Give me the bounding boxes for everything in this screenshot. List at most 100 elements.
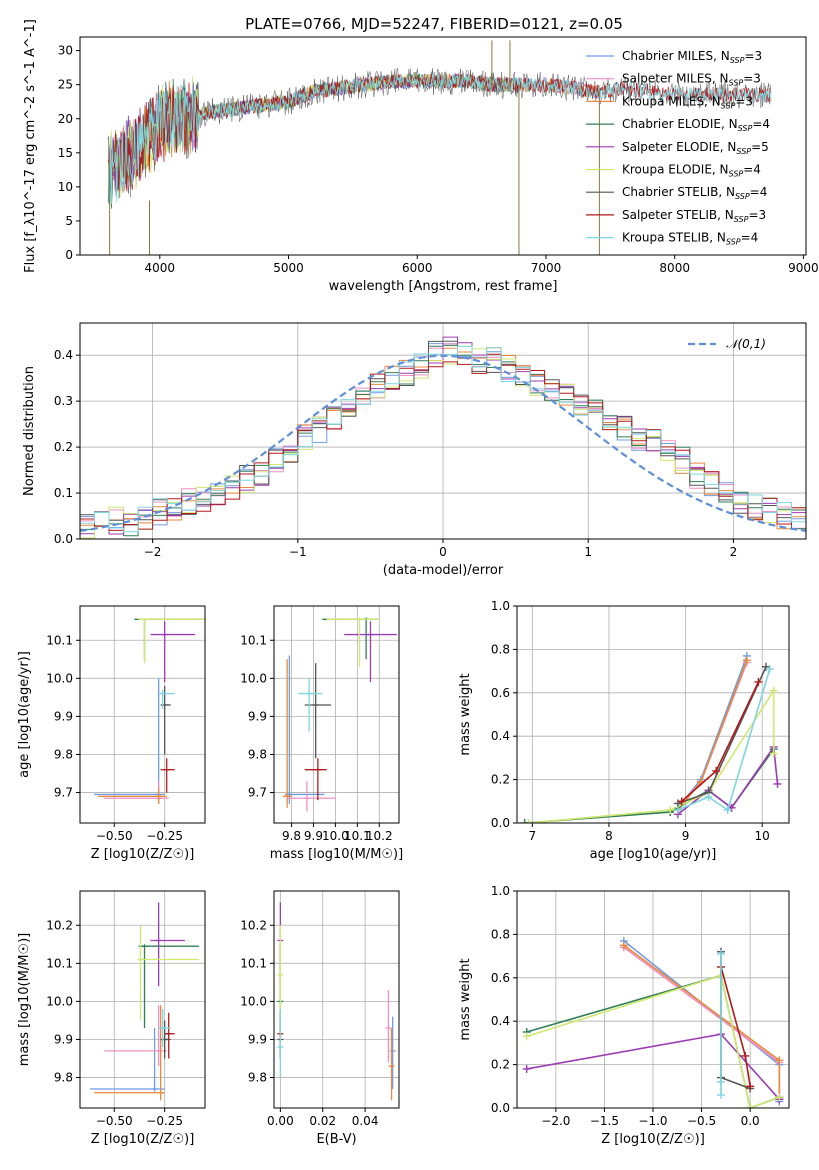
- legend-label: Chabrier ELODIE, NSSP=4: [622, 117, 770, 133]
- massweight-marker: [746, 1104, 755, 1108]
- plot-area: [522, 936, 784, 1108]
- errorbar-point: [298, 678, 323, 732]
- massweight-marker: [769, 749, 778, 758]
- x-tick-label: 10.1: [344, 829, 371, 843]
- errorbar-point: [284, 655, 325, 804]
- errorbar-point: [389, 1016, 396, 1089]
- legend-label: Salpeter ELODIE, NSSP=5: [622, 140, 769, 156]
- y-tick-label: 0.6: [491, 971, 510, 985]
- errorbar-point: [138, 618, 205, 664]
- y-axis-label: age [log10(age/yr)]: [17, 651, 32, 778]
- panel-age_vs_Z: −0.50 −0.25 9.7 9.8 9.9 10.0 10.1 Z [log10(Z/Z☉…: [17, 605, 206, 862]
- errorbar-point: [160, 758, 175, 793]
- x-tick-label: −0.50: [96, 1114, 133, 1128]
- x-tick-label: 9000: [788, 261, 819, 275]
- figure-title: PLATE=0766, MJD=52247, FIBERID=0121, z=0…: [245, 15, 623, 33]
- massweight-marker: [741, 1051, 750, 1060]
- massweight-marker: [704, 792, 713, 801]
- x-tick-label: 8: [605, 829, 613, 843]
- massweight-marker: [773, 779, 782, 788]
- x-tick-label: 10.0: [322, 829, 349, 843]
- y-axis-label: Flux [f_λ10^-17 erg cm^-2 s^-1 A^-1]: [23, 19, 38, 273]
- y-tick-label: 0.2: [54, 440, 73, 454]
- y-tick-label: 10.1: [240, 633, 267, 647]
- y-tick-label: 9.7: [54, 786, 73, 800]
- y-tick-label: 5: [65, 214, 73, 228]
- axes-decoration: −0.50 −0.25 9.8 9.9 10.0 10.1 10.2 Z [log10(Z/Z…: [17, 890, 206, 1147]
- massweight-line: [677, 668, 771, 812]
- y-tick-label: 0.4: [54, 348, 73, 362]
- y-tick-label: 9.7: [248, 786, 267, 800]
- histogram-chabrier_stelib: [80, 340, 806, 539]
- y-tick-label: 0.6: [491, 686, 510, 700]
- y-tick-label: 10.0: [46, 994, 73, 1008]
- errorbar-point: [90, 1028, 165, 1093]
- y-tick-label: 30: [58, 44, 73, 58]
- errorbar-point: [104, 1005, 167, 1067]
- legend-label: Salpeter MILES, NSSP=3: [622, 72, 761, 88]
- y-tick-label: 25: [58, 78, 73, 92]
- y-tick-label: 10.2: [46, 918, 73, 932]
- x-tick-label: −1: [289, 545, 307, 559]
- chart-layer: 4000 5000 6000 7000 8000 9000051015202530wave…: [17, 19, 819, 1147]
- x-tick-label: −1.0: [638, 1114, 667, 1128]
- y-axis-label: Normed distribution: [22, 366, 37, 496]
- x-tick-label: −0.50: [96, 829, 133, 843]
- axes-decoration: 4000 5000 6000 7000 8000 9000 0 5 10 15 20 25 30 wave…: [23, 19, 819, 294]
- panel-mass_weight_vs_age: 7 8 9 10 0.0 0.2 0.4 0.6 0.8 1.0 age [log10(age/yr…: [458, 599, 790, 862]
- x-tick-label: 6000: [402, 261, 433, 275]
- errorbar-point: [138, 944, 199, 1029]
- y-tick-label: 0.2: [491, 1058, 510, 1072]
- y-tick-label: 0.1: [54, 486, 73, 500]
- plot-area: [90, 902, 199, 1101]
- y-axis-label: mass weight: [458, 673, 473, 755]
- plot-area: [520, 651, 782, 823]
- y-tick-label: 0.0: [491, 1101, 510, 1115]
- massweight-marker: [712, 766, 721, 775]
- axes-decoration: 7 8 9 10 0.0 0.2 0.4 0.6 0.8 1.0 age [log10(age/yr…: [458, 599, 790, 862]
- massweight-marker: [522, 1064, 531, 1073]
- y-tick-label: 0.0: [491, 816, 510, 830]
- errorbar-point: [344, 621, 397, 683]
- x-tick-label: 8000: [659, 261, 690, 275]
- x-tick-label: −2.0: [541, 1114, 570, 1128]
- errorbar-point: [304, 758, 327, 801]
- y-tick-label: 10.0: [46, 671, 73, 685]
- y-tick-label: 1.0: [491, 599, 510, 613]
- spectrum-legend: Chabrier MILES, NSSP=3 Salpeter MILES, NS…: [586, 49, 770, 247]
- panel-residuals: −2 −1 0 1 2 0.0 0.1 0.2 0.3 0.4 (data-model)/error…: [22, 322, 807, 578]
- plot-area: [94, 618, 205, 804]
- axes-decoration: −0.50 −0.25 9.7 9.8 9.9 10.0 10.1 Z [log10(Z/Z☉…: [17, 605, 206, 862]
- x-axis-label: (data-model)/error: [383, 563, 504, 578]
- x-tick-label: 0.00: [267, 1114, 294, 1128]
- errorbar-point: [385, 989, 392, 1063]
- legend-label: Salpeter STELIB, NSSP=3: [622, 208, 766, 224]
- errorbar-point: [137, 925, 199, 1021]
- axes-decoration: 0.00 0.02 0.04 9.8 9.9 10.0 10.1 10.2 E(B-V): [240, 890, 400, 1147]
- errorbar-point: [158, 1009, 171, 1048]
- massweight-marker: [723, 805, 732, 814]
- x-tick-label: 9.9: [304, 829, 323, 843]
- axes-frame: [273, 890, 400, 1109]
- axes-decoration: −2 −1 0 1 2 0.0 0.1 0.2 0.3 0.4 (data-model)/error…: [22, 322, 807, 578]
- x-tick-label: −0.25: [146, 829, 183, 843]
- y-tick-label: 9.8: [54, 1071, 73, 1085]
- massweight-marker: [673, 805, 682, 814]
- legend-label: Chabrier STELIB, NSSP=4: [622, 185, 767, 201]
- x-tick-label: 7000: [531, 261, 562, 275]
- errorbar-point: [98, 788, 167, 804]
- massweight-line: [677, 666, 767, 805]
- axes-frame: [79, 605, 206, 824]
- y-tick-label: 0.8: [491, 927, 510, 941]
- massweight-line: [526, 974, 780, 1108]
- panel-mass_vs_Z: −0.50 −0.25 9.8 9.9 10.0 10.1 10.2 Z [log10(Z/Z…: [17, 890, 206, 1147]
- y-tick-label: 0.3: [54, 394, 73, 408]
- y-tick-label: 0.0: [54, 532, 73, 546]
- histogram-kroupa_stelib: [80, 345, 806, 539]
- x-axis-label: age [log10(age/yr)]: [590, 847, 717, 862]
- legend-label: Chabrier MILES, NSSP=3: [622, 49, 762, 65]
- x-tick-label: 0.02: [309, 1114, 336, 1128]
- y-tick-label: 10.1: [46, 956, 73, 970]
- y-tick-label: 9.8: [248, 1071, 267, 1085]
- x-axis-label: Z [log10(Z/Z☉)]: [91, 847, 195, 862]
